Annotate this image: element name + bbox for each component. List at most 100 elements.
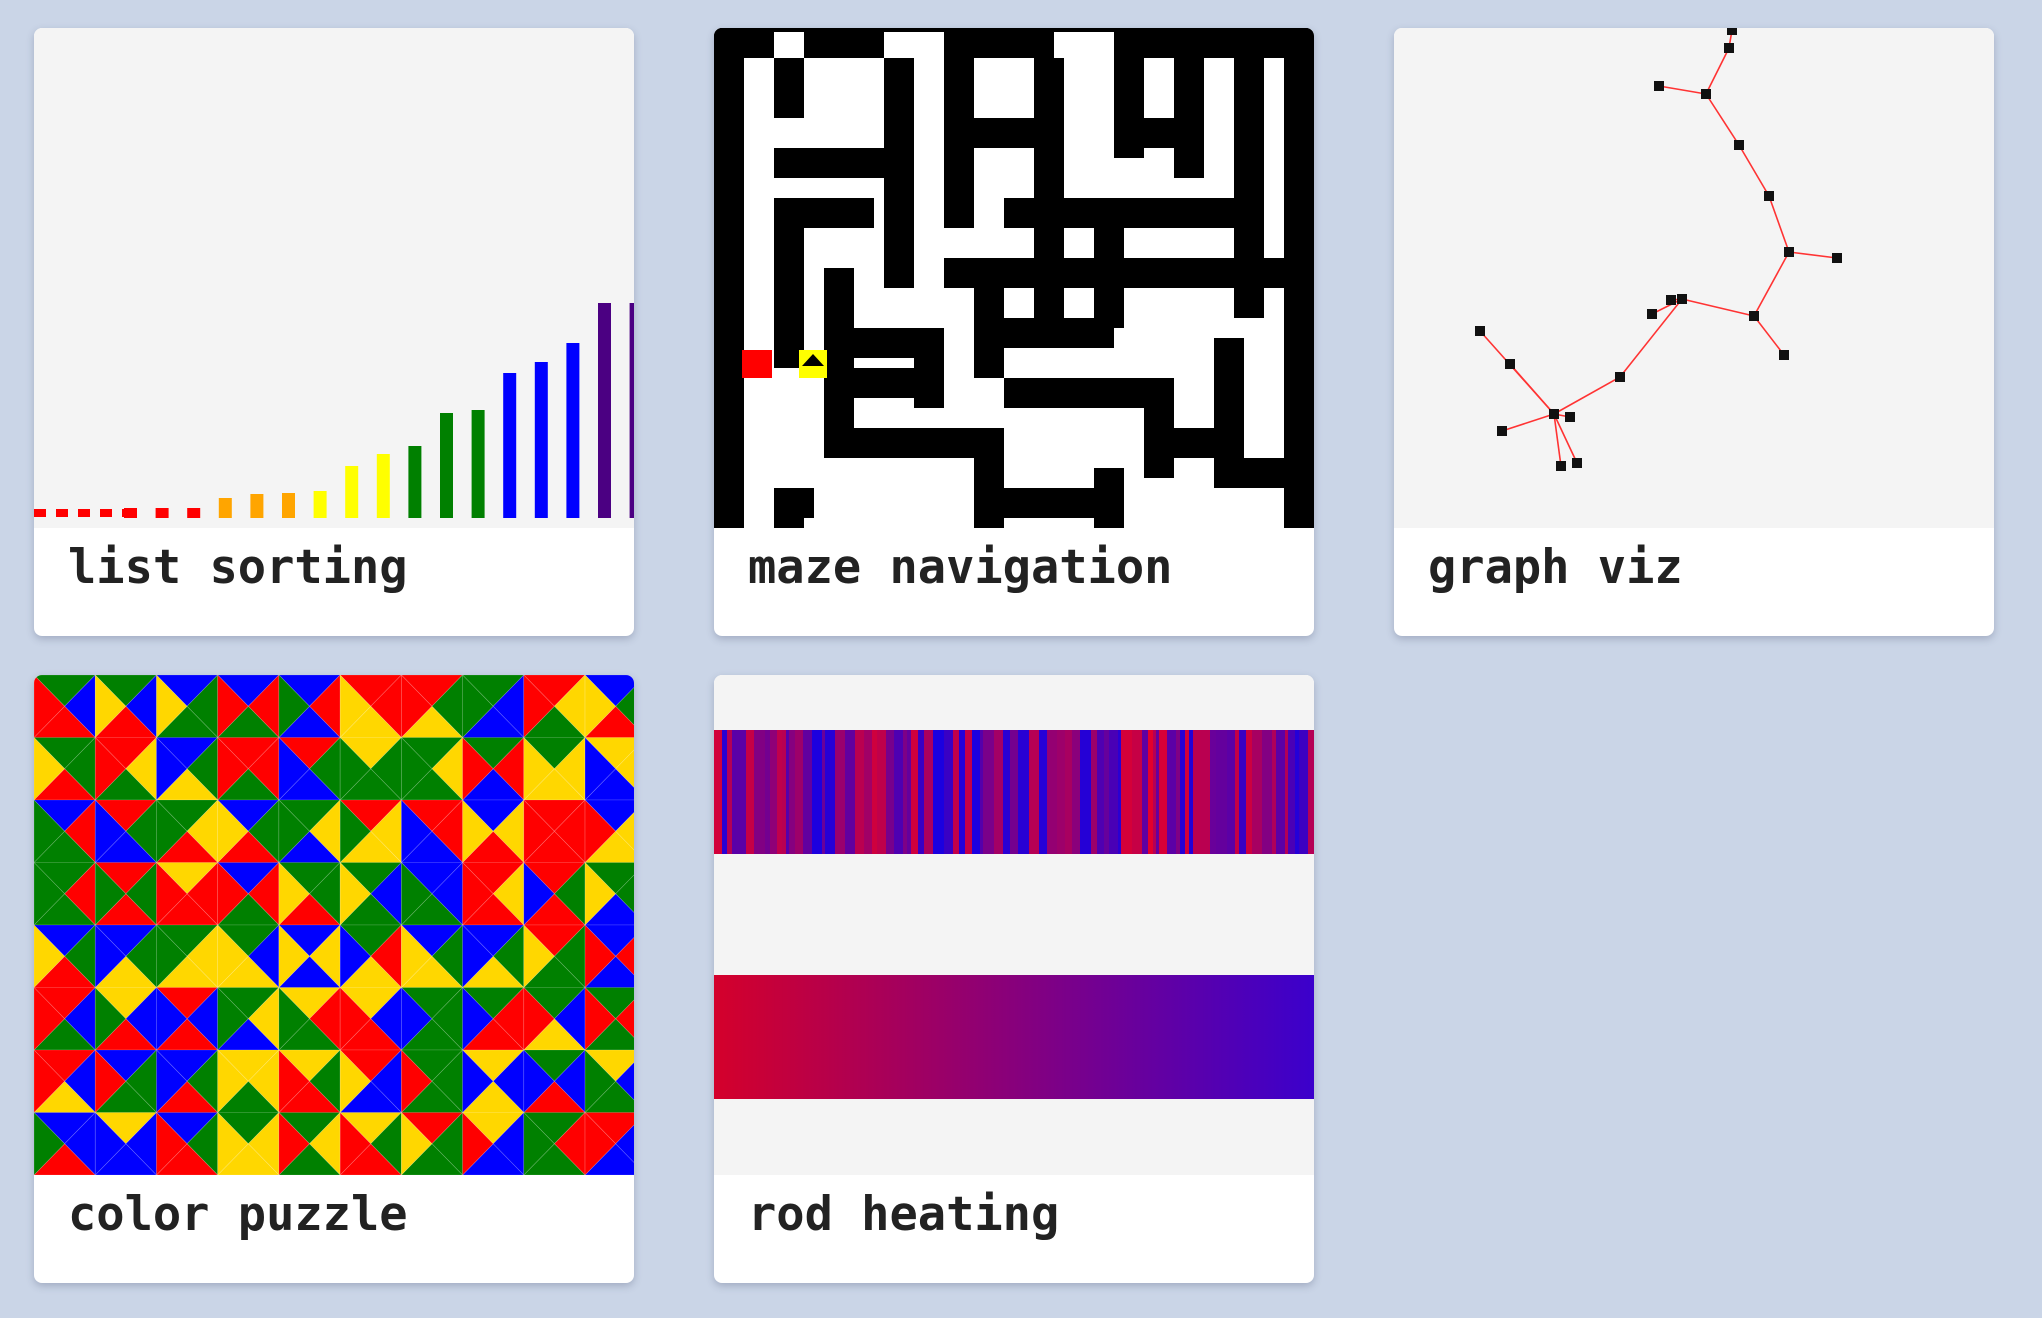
puzzle-triangle: [278, 1111, 310, 1175]
card-color-puzzle[interactable]: color puzzle: [34, 675, 634, 1283]
card-label: graph viz: [1428, 540, 1683, 595]
maze-wall: [1144, 428, 1234, 458]
rod-stripe: [918, 730, 925, 854]
rod-stripe: [1272, 730, 1277, 854]
rod-stripe: [855, 730, 865, 854]
graph-node: [1572, 458, 1582, 468]
rod-stripe: [1104, 730, 1110, 854]
puzzle-triangle: [462, 1049, 494, 1114]
rod-stripe: [1262, 730, 1273, 854]
rod-stripe: [953, 730, 960, 854]
puzzle-triangle: [34, 1112, 66, 1175]
maze-wall: [944, 258, 1114, 288]
card-maze-navigation[interactable]: maze navigation: [714, 28, 1314, 636]
puzzle-triangle: [584, 1049, 634, 1082]
rod-stripe: [1072, 730, 1081, 854]
sort-bar: [440, 413, 453, 518]
rod-stripe: [1185, 730, 1190, 854]
graph-node: [1497, 426, 1507, 436]
puzzle-triangle: [401, 924, 433, 989]
agent-arrow-icon: [802, 354, 824, 366]
puzzle-triangle: [462, 924, 494, 989]
graph-edge: [1738, 144, 1770, 197]
maze-thumbnail: [714, 28, 1314, 528]
puzzle-triangle: [34, 675, 66, 738]
puzzle-triangle: [523, 1049, 555, 1114]
rod-stripe: [1148, 730, 1154, 854]
graph-node: [1549, 409, 1559, 419]
rod-stripe: [1288, 730, 1296, 854]
rod-stripe: [786, 730, 790, 854]
graph-node: [1677, 294, 1687, 304]
graph-viz-thumbnail: [1394, 28, 1994, 528]
graph-node: [1784, 247, 1794, 257]
puzzle-triangle: [34, 987, 66, 1051]
maze-wall: [884, 58, 914, 288]
card-graph-viz[interactable]: graph viz: [1394, 28, 1994, 636]
rod-stripe: [886, 730, 895, 854]
rod-stripe: [1246, 730, 1253, 854]
puzzle-triangle: [94, 1111, 127, 1175]
sort-bar: [218, 498, 232, 518]
rod-stripe: [1029, 730, 1040, 854]
rod-stripe: [803, 730, 813, 854]
graph-node: [1724, 43, 1734, 53]
puzzle-triangle: [156, 1049, 188, 1114]
rod-stripe: [1047, 730, 1058, 854]
rod-stripe: [1097, 730, 1105, 854]
maze-wall: [854, 368, 914, 398]
graph-edge: [1501, 413, 1555, 432]
rod-stripe: [795, 730, 804, 854]
graph-edge: [1658, 85, 1707, 95]
puzzle-triangle: [156, 1111, 188, 1175]
rod-stripe: [864, 730, 873, 854]
rod-stripe: [754, 730, 766, 854]
rod-stripe: [746, 730, 755, 854]
puzzle-triangle: [278, 736, 310, 801]
graph-edge: [1753, 251, 1790, 317]
rod-stripe: [1252, 730, 1263, 854]
rod-stripe: [980, 730, 984, 854]
puzzle-triangle: [401, 675, 433, 739]
puzzle-triangle: [34, 924, 66, 988]
rod-stripe: [722, 730, 728, 854]
puzzle-triangle: [339, 736, 372, 801]
triangle-mosaic-thumbnail: [34, 675, 634, 1175]
rod-stripe: [994, 730, 1004, 854]
maze-wall: [1004, 318, 1114, 348]
graph-node: [1505, 359, 1515, 369]
puzzle-triangle: [156, 799, 188, 864]
puzzle-triangle: [401, 861, 433, 926]
puzzle-triangle: [523, 924, 555, 989]
graph-edge: [1753, 315, 1785, 356]
puzzle-triangle: [462, 986, 494, 1051]
puzzle-triangle: [401, 986, 433, 1051]
rod-stripe: [1010, 730, 1019, 854]
maze-wall: [1004, 198, 1264, 228]
rod-stripe: [1201, 730, 1211, 854]
rod-stripe: [1039, 730, 1048, 854]
puzzle-triangle: [584, 924, 617, 989]
graph-edge: [1553, 413, 1578, 464]
rod-stripe: [1091, 730, 1098, 854]
rod-stripe: [1018, 730, 1030, 854]
puzzle-triangle: [523, 861, 555, 926]
puzzle-triangle: [94, 736, 127, 801]
maze-wall: [774, 58, 804, 118]
graph-edge: [1788, 251, 1838, 259]
rod-stripe: [944, 730, 954, 854]
puzzle-triangle: [339, 1111, 372, 1175]
card-list-sorting[interactable]: list sorting: [34, 28, 634, 636]
maze-wall: [774, 148, 884, 178]
graph-node: [1647, 309, 1657, 319]
sort-bar: [503, 373, 517, 518]
rod-stripe: [1308, 730, 1314, 854]
rod-stripe: [770, 730, 778, 854]
puzzle-triangle: [523, 736, 555, 801]
puzzle-triangle: [217, 675, 249, 739]
rod-stripe: [845, 730, 856, 854]
card-rod-heating[interactable]: rod heating: [714, 675, 1314, 1283]
maze-wall: [944, 28, 1054, 58]
puzzle-triangle: [584, 799, 617, 864]
graph-node: [1832, 253, 1842, 263]
